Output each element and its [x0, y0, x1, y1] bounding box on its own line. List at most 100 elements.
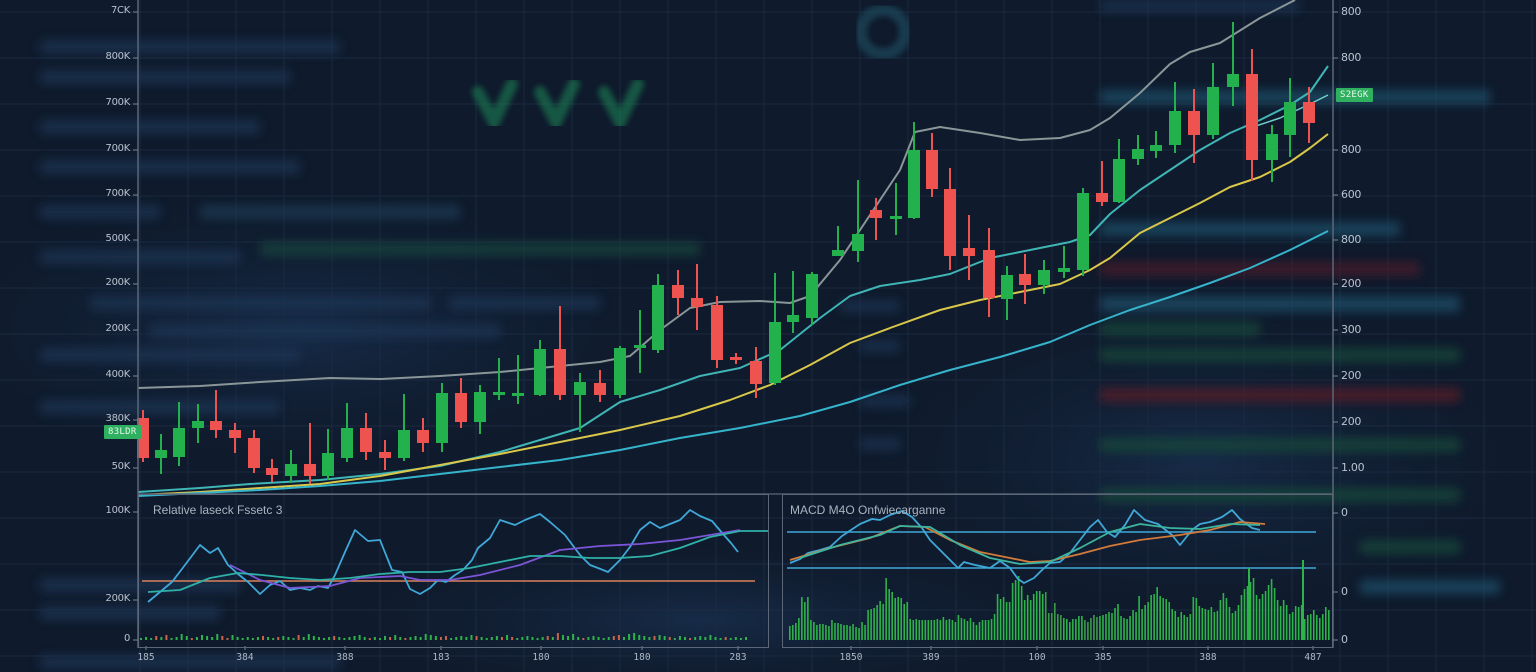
volume-bar [607, 637, 610, 640]
candle[interactable] [769, 273, 781, 385]
macd-histogram-bar [1153, 594, 1155, 640]
volume-bar [297, 635, 300, 640]
rsi-signal-line [229, 529, 741, 589]
candle[interactable] [691, 264, 703, 330]
volume-bar [363, 637, 366, 640]
candle[interactable] [285, 450, 297, 483]
candle[interactable] [304, 423, 316, 484]
candle[interactable] [594, 370, 606, 402]
candle[interactable] [832, 226, 844, 256]
candle[interactable] [890, 183, 902, 235]
candle[interactable] [1284, 78, 1296, 157]
volume-bar [272, 638, 275, 640]
candle[interactable] [192, 404, 204, 443]
candle[interactable] [1188, 89, 1200, 163]
candle[interactable] [1150, 131, 1162, 158]
candle[interactable] [870, 198, 882, 240]
candle[interactable] [248, 430, 260, 473]
candle[interactable] [750, 347, 762, 398]
candle[interactable] [1207, 63, 1219, 139]
candle[interactable] [614, 346, 626, 398]
candle[interactable] [417, 418, 429, 452]
volume-bar [333, 636, 336, 640]
candle[interactable] [1077, 188, 1089, 276]
candle[interactable] [1113, 139, 1125, 203]
left-axis-label: 7CK [110, 5, 130, 16]
volume-bar [556, 633, 559, 640]
candle[interactable] [944, 168, 956, 270]
candle[interactable] [1019, 254, 1031, 304]
macd-histogram-bar [1165, 599, 1167, 640]
candle[interactable] [908, 122, 920, 219]
volume-bar [567, 636, 570, 640]
candle[interactable] [398, 394, 410, 461]
macd-histogram-bar [1201, 608, 1204, 640]
right-axis-label: 0 [1341, 585, 1348, 598]
macd-histogram-bar [1162, 598, 1164, 640]
macd-histogram-bar [951, 620, 954, 640]
candle[interactable] [554, 306, 566, 400]
volume-bar [511, 637, 514, 640]
right-axis-label: 300 [1341, 323, 1362, 336]
macd-histogram-bar [1315, 615, 1318, 640]
candle[interactable] [1001, 266, 1013, 320]
candle[interactable] [1038, 260, 1050, 294]
candle[interactable] [1096, 161, 1108, 206]
candle[interactable] [1266, 125, 1278, 182]
candle[interactable] [512, 355, 524, 404]
macd-histogram-bar [1087, 622, 1089, 640]
candle[interactable] [173, 402, 185, 466]
candle[interactable] [341, 403, 353, 462]
candle[interactable] [634, 310, 646, 373]
candle[interactable] [1303, 87, 1315, 143]
candle[interactable] [963, 215, 975, 280]
macd-histogram-bar [1050, 613, 1053, 640]
candle[interactable] [1169, 82, 1181, 153]
candle[interactable] [266, 459, 278, 482]
candle[interactable] [1132, 135, 1144, 165]
volume-bar [450, 638, 453, 640]
candle[interactable] [1246, 49, 1258, 181]
candle[interactable] [711, 296, 723, 368]
macd-histogram-bar [1023, 600, 1026, 640]
candle[interactable] [229, 423, 241, 453]
candle[interactable] [210, 390, 222, 438]
macd-histogram-bar [1328, 610, 1330, 640]
left-axis-label: 400K [105, 369, 131, 380]
macd-histogram-bar [1279, 606, 1282, 640]
candle[interactable] [672, 270, 684, 315]
candle[interactable] [360, 413, 372, 460]
candle[interactable] [379, 440, 391, 470]
macd-histogram-bar [1041, 594, 1044, 640]
right-axis-label: 800 [1341, 51, 1362, 64]
mid-band-line [137, 65, 1329, 493]
candle[interactable] [1227, 22, 1239, 106]
macd-histogram-bar [789, 626, 791, 640]
candle[interactable] [983, 228, 995, 317]
candle[interactable] [926, 133, 938, 197]
macd-histogram-bar [954, 622, 957, 640]
candle[interactable] [574, 373, 586, 432]
x-axis-ticks [145, 646, 1314, 650]
candle[interactable] [806, 272, 818, 325]
volume-strip [140, 633, 747, 640]
macd-histogram-bar [1132, 610, 1134, 640]
candle[interactable] [322, 429, 334, 480]
macd-histogram-bar [1078, 616, 1080, 640]
candle[interactable] [787, 271, 799, 333]
candle[interactable] [1058, 246, 1070, 278]
candle[interactable] [455, 378, 467, 428]
candle[interactable] [493, 358, 505, 400]
candle[interactable] [534, 340, 546, 396]
macd-histogram-bar [975, 625, 978, 640]
macd-histogram-bar [873, 608, 875, 640]
candle[interactable] [474, 385, 486, 434]
candle[interactable] [652, 274, 664, 353]
candle[interactable] [730, 353, 742, 364]
candle[interactable] [155, 434, 167, 474]
candle[interactable] [436, 383, 448, 452]
macd-histogram-bar [1177, 617, 1180, 640]
candle[interactable] [852, 180, 864, 262]
right-axis-label: 0 [1341, 506, 1348, 519]
